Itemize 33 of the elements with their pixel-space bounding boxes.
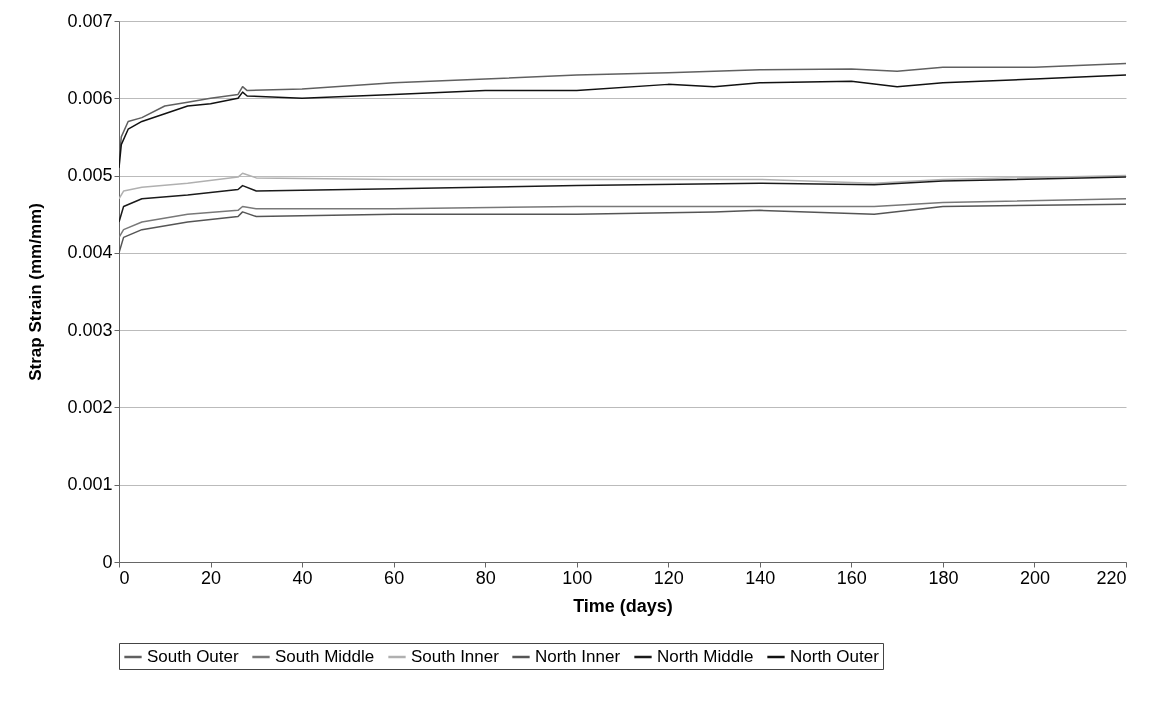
x-tick-label: 80	[475, 567, 496, 588]
y-tick-label: 0.002	[67, 396, 113, 417]
x-tick-label: 220	[1096, 567, 1127, 588]
y-tick-label: 0.007	[67, 10, 113, 31]
x-axis-title: Time (days)	[573, 595, 673, 616]
legend-label: North Middle	[657, 647, 754, 666]
x-tick-label: 100	[562, 567, 593, 588]
legend-label: North Inner	[535, 647, 621, 666]
x-tick-label: 0	[119, 567, 130, 588]
y-tick-label: 0	[102, 551, 113, 572]
x-tick-label: 180	[928, 567, 959, 588]
y-tick-label: 0.003	[67, 319, 113, 340]
legend-label: South Outer	[147, 647, 239, 666]
line-series	[119, 198, 1126, 239]
line-series	[119, 172, 1126, 200]
line-series	[119, 203, 1126, 254]
line-series	[119, 74, 1126, 169]
legend-label: South Middle	[275, 647, 375, 666]
x-tick-label: 120	[653, 567, 684, 588]
legend-label: South Inner	[411, 647, 500, 666]
x-tick-label: 200	[1019, 567, 1050, 588]
legend-label: North Outer	[790, 647, 880, 666]
x-tick-label: 40	[292, 567, 313, 588]
line-series	[119, 176, 1126, 223]
y-axis-title: Strap Strain (mm/mm)	[26, 203, 46, 381]
x-tick-label: 20	[201, 567, 222, 588]
x-tick-label: 140	[745, 567, 776, 588]
x-tick-label: 60	[384, 567, 405, 588]
y-tick-label: 0.005	[67, 165, 113, 186]
y-tick-label: 0.006	[67, 87, 113, 108]
x-tick-label: 160	[836, 567, 867, 588]
y-tick-label: 0.004	[67, 242, 113, 263]
y-tick-label: 0.001	[67, 474, 113, 495]
